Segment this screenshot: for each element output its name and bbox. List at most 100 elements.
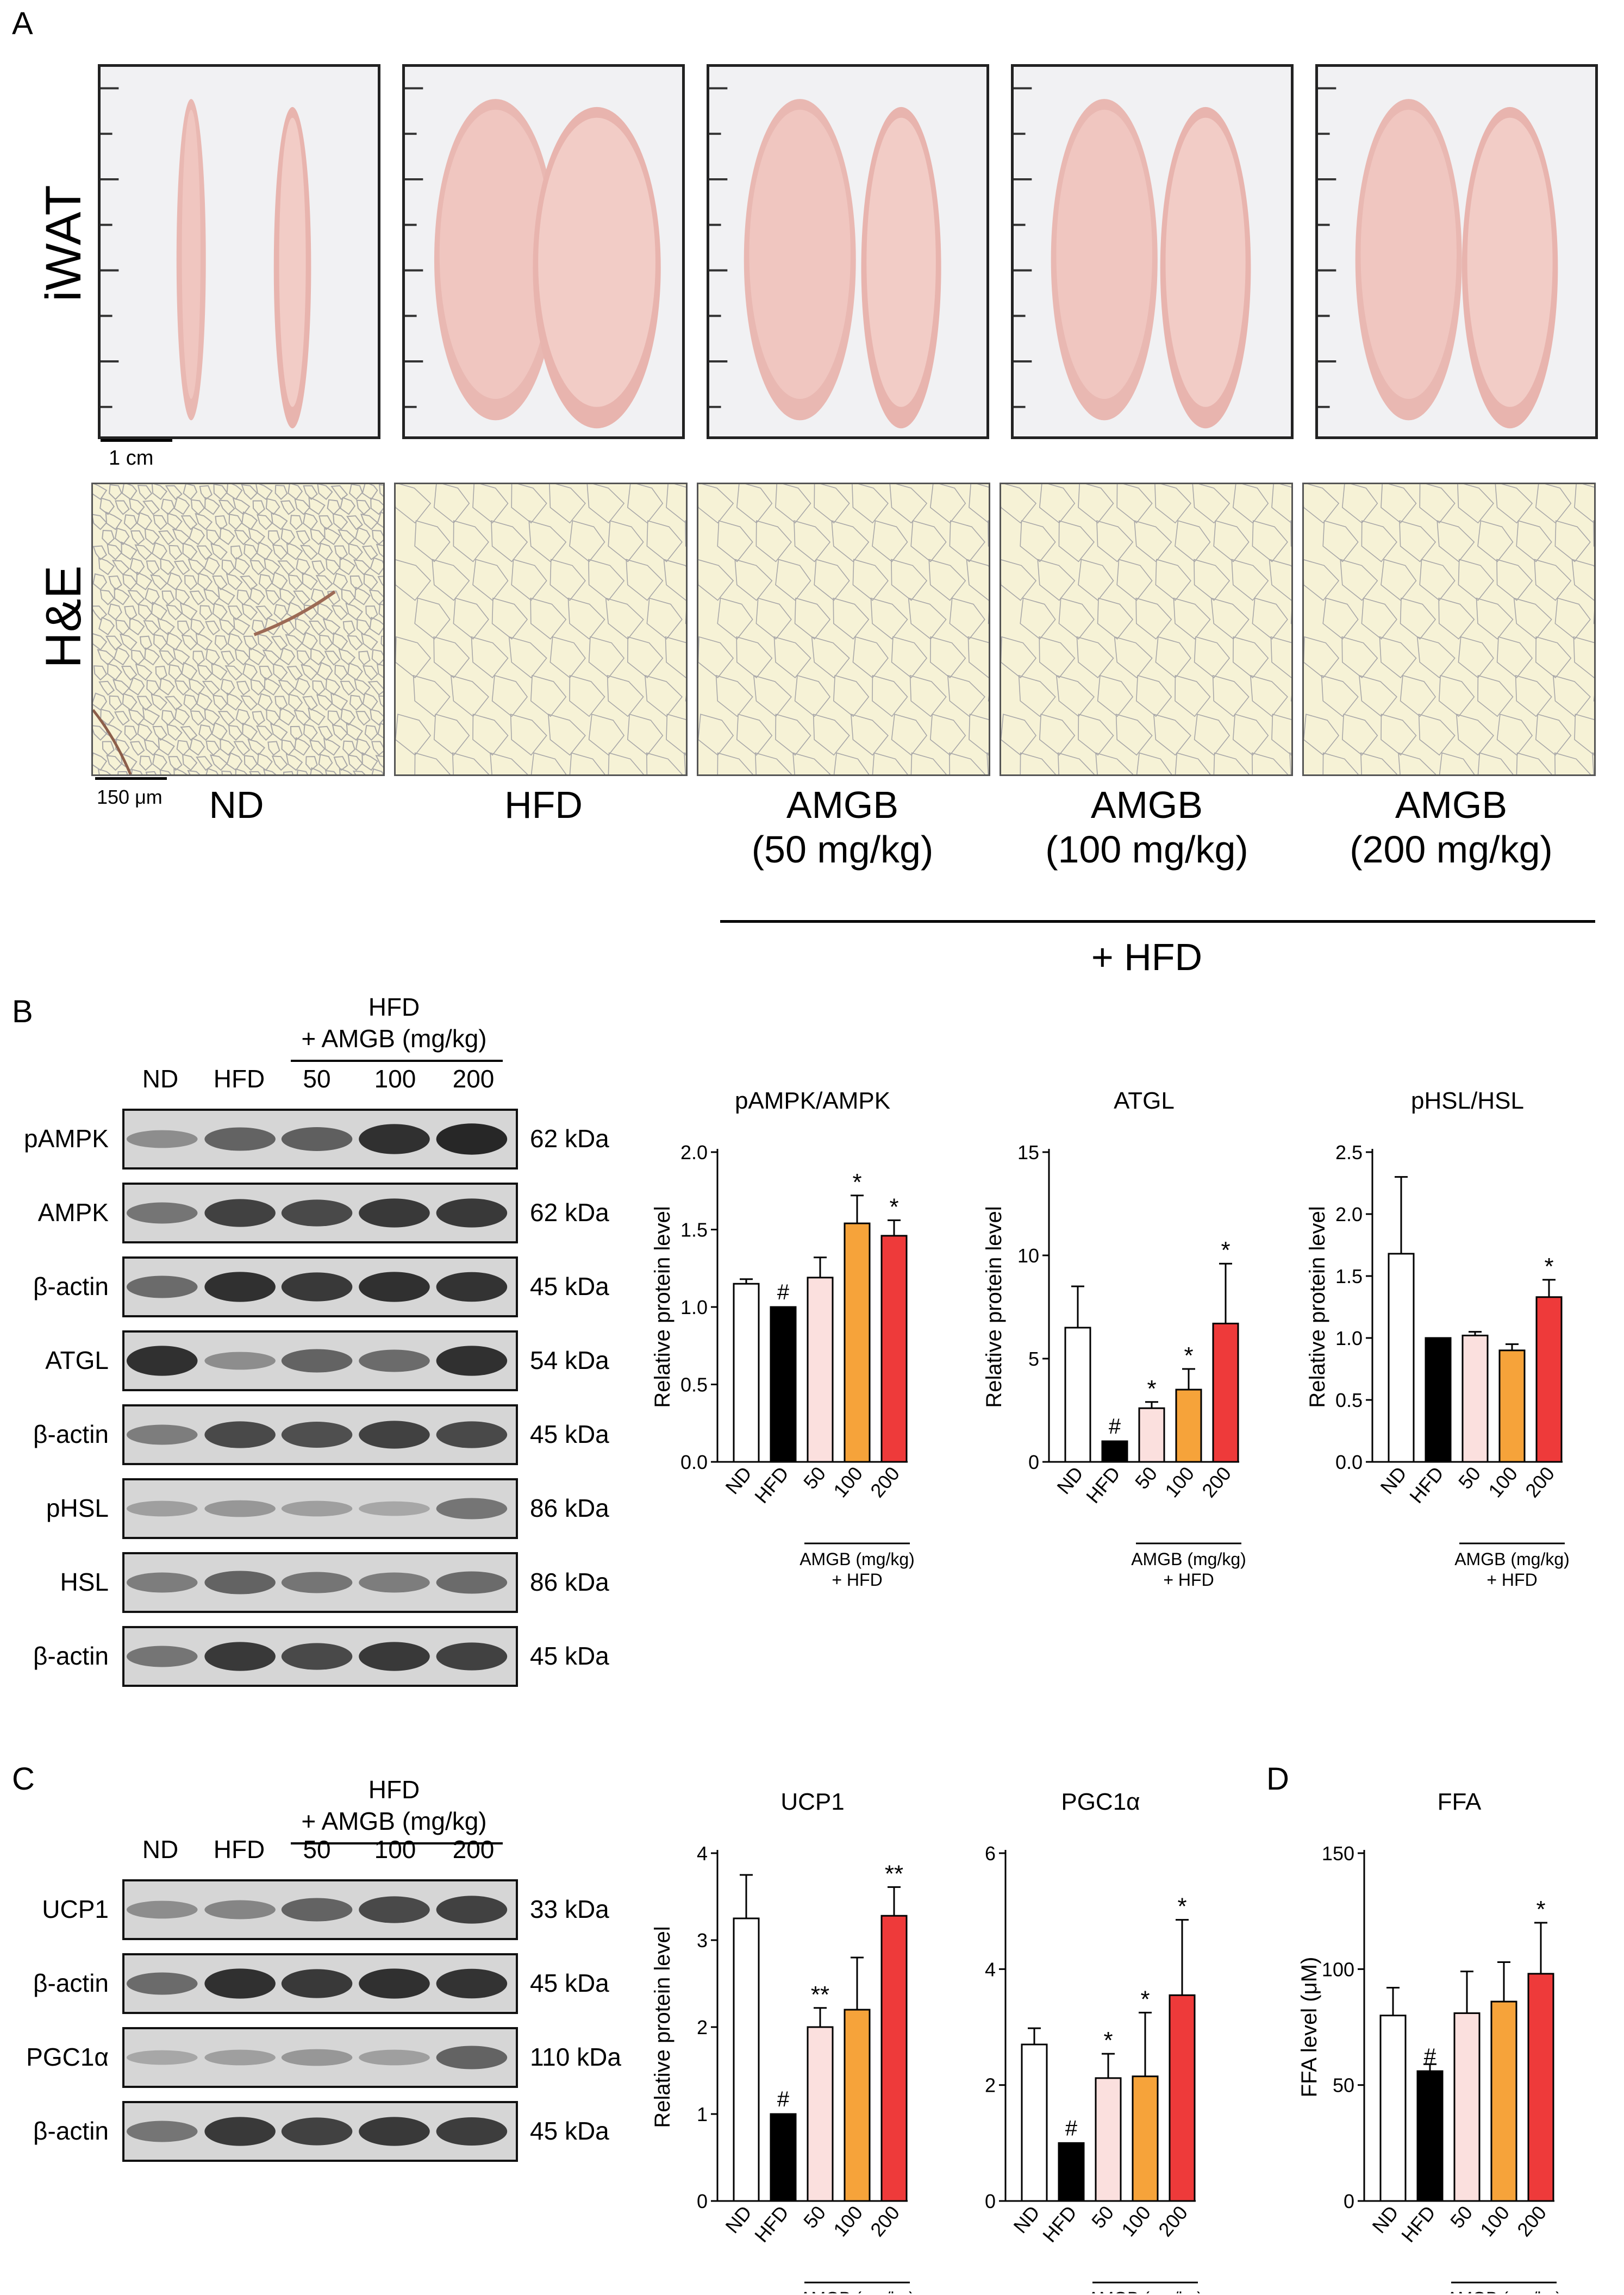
blot-c-band-3-3 [359, 2117, 430, 2146]
blot-c-lane-3: 100 [374, 1835, 416, 1863]
chart4-bar-0 [1021, 2043, 1048, 2202]
blot-c-strip-3 [122, 2101, 518, 2162]
group-label-amgb50: AMGB (50 mg/kg) [751, 784, 934, 871]
blot-b-lane-2: 50 [303, 1065, 331, 1093]
blot-b-strip-1 [122, 1183, 518, 1243]
chart2-tick-label-5: 2.5 [1335, 1141, 1363, 1164]
blot-b-strip-5 [122, 1478, 518, 1539]
blot-b-strip-7 [122, 1626, 518, 1687]
blot-b-name-1: AMPK [38, 1198, 109, 1227]
chart2-ylabel: Relative protein level [1306, 1206, 1329, 1408]
scale-bar-150um [95, 777, 167, 780]
chart2-category-4: 200 [1521, 1462, 1559, 1502]
blot-b-band-0-3 [359, 1124, 430, 1154]
chart4-tick-label-3: 6 [985, 1842, 996, 1865]
chart0-tick-label-3: 1.5 [680, 1219, 708, 1241]
chart0-group-label-1: AMGB (mg/kg) [799, 1549, 915, 1569]
chart1-annotation-1: # [1109, 1415, 1121, 1439]
chart2-title: pHSL/HSL [1411, 1087, 1524, 1114]
chart0-category-1: HFD [750, 1462, 793, 1508]
chart2-category-3: 100 [1484, 1462, 1522, 1502]
scale-bar-1cm [101, 439, 172, 442]
chart4-category-2: 50 [1087, 2202, 1118, 2233]
blot-b-band-0-4 [436, 1123, 508, 1155]
scale-label-150um: 150 μm [97, 786, 163, 808]
chart5-bar-2 [1453, 2012, 1481, 2202]
chart3-tick-label-2: 2 [697, 2016, 708, 2038]
blot-b-kda-5: 86 kDa [530, 1494, 609, 1522]
blot-c-band-0-4 [436, 1896, 508, 1924]
chart4-bar-2 [1095, 2077, 1122, 2202]
blot-b-kda-4: 45 kDa [530, 1420, 609, 1448]
blot-b-lane-4: 200 [452, 1065, 495, 1093]
chart3-category-2: 50 [799, 2202, 830, 2233]
chart1-bar-4 [1212, 1322, 1239, 1463]
blot-b-band-4-4 [436, 1421, 508, 1448]
chart3-annotation-4: ** [885, 1860, 903, 1887]
chart3-annotation-2: ** [811, 1981, 829, 2008]
chart0-annotation-1: # [777, 1280, 790, 1304]
blot-b-band-6-2 [281, 1572, 353, 1593]
chart3-tick-label-3: 3 [697, 1929, 708, 1952]
chart1-ylabel: Relative protein level [982, 1206, 1006, 1408]
chart4-tick-label-0: 0 [985, 2190, 996, 2212]
chart1-annotation-4: * [1221, 1237, 1230, 1264]
blot-c-kda-1: 45 kDa [530, 1969, 609, 1997]
blot-b-band-5-3 [359, 1501, 430, 1516]
blot-c-band-3-1 [204, 2117, 276, 2146]
chart1-category-4: 200 [1197, 1462, 1235, 1502]
blot-b-band-2-3 [359, 1272, 430, 1302]
chart1-bar-2 [1138, 1407, 1165, 1463]
blot-c-name-0: UCP1 [42, 1895, 109, 1923]
blot-c-name-3: β-actin [33, 2117, 109, 2145]
blot-b-kda-3: 54 kDa [530, 1346, 609, 1374]
he-section-4 [1000, 483, 1293, 776]
blot-c-band-2-1 [204, 2049, 276, 2066]
blot-b-band-4-3 [359, 1421, 430, 1449]
tissue-photo-2 [402, 64, 685, 439]
chart0-annotation-4: * [889, 1193, 898, 1220]
blot-c-strip-1 [122, 1953, 518, 2014]
blot-b-lane-3: 100 [374, 1065, 416, 1093]
blot-b-kda-6: 86 kDa [530, 1568, 609, 1596]
chart0-bar-1 [770, 1306, 797, 1463]
blot-c-band-2-0 [126, 2050, 198, 2065]
blot-b-lane-1: HFD [213, 1065, 265, 1093]
chart0-category-3: 100 [829, 1462, 867, 1502]
chart0-title: pAMPK/AMPK [735, 1087, 890, 1114]
chart2-tick-label-3: 1.5 [1335, 1265, 1363, 1287]
chart5-annotation-4: * [1536, 1896, 1545, 1923]
blot-b-strip-6 [122, 1552, 518, 1613]
blot-b-strip-0 [122, 1109, 518, 1170]
blot-b-band-5-4 [436, 1498, 508, 1519]
chart1-annotation-2: * [1147, 1375, 1156, 1402]
chart0-category-4: 200 [866, 1462, 904, 1502]
chart4-category-3: 100 [1117, 2202, 1155, 2241]
blot-b-band-4-2 [281, 1422, 353, 1448]
blot-c-band-3-0 [126, 2121, 198, 2142]
blot-b-band-6-3 [359, 1572, 430, 1593]
blot-b-band-5-0 [126, 1500, 198, 1517]
scale-label-1cm: 1 cm [109, 447, 154, 470]
chart2-bar-4 [1535, 1296, 1563, 1463]
blot-c-name-2: PGC1α [26, 2043, 109, 2071]
chart1-annotation-3: * [1184, 1342, 1193, 1369]
blot-c-band-1-0 [126, 1972, 198, 1995]
blot-c-band-2-4 [436, 2046, 508, 2069]
group-label-nd: ND [209, 784, 264, 826]
blot-c-header-2: + AMGB (mg/kg) [301, 1807, 487, 1835]
chart0-category-2: 50 [799, 1462, 830, 1493]
chart0-tick-label-4: 2.0 [680, 1141, 708, 1164]
chart5-category-4: 200 [1513, 2202, 1551, 2241]
chart2-tick-label-1: 0.5 [1335, 1389, 1363, 1411]
he-section-3 [697, 483, 990, 776]
chart5-bar-3 [1490, 2000, 1517, 2202]
chart3-tick-label-4: 4 [697, 1842, 708, 1865]
chart5-bar-0 [1379, 2015, 1407, 2202]
chart4-annotation-1: # [1065, 2116, 1078, 2140]
chart5-category-2: 50 [1446, 2202, 1477, 2233]
chart3-ylabel: Relative protein level [651, 1926, 674, 2128]
tissue-photo-5 [1315, 64, 1598, 439]
tissue-photo-1 [98, 64, 380, 439]
blot-c-band-0-1 [204, 1900, 276, 1919]
